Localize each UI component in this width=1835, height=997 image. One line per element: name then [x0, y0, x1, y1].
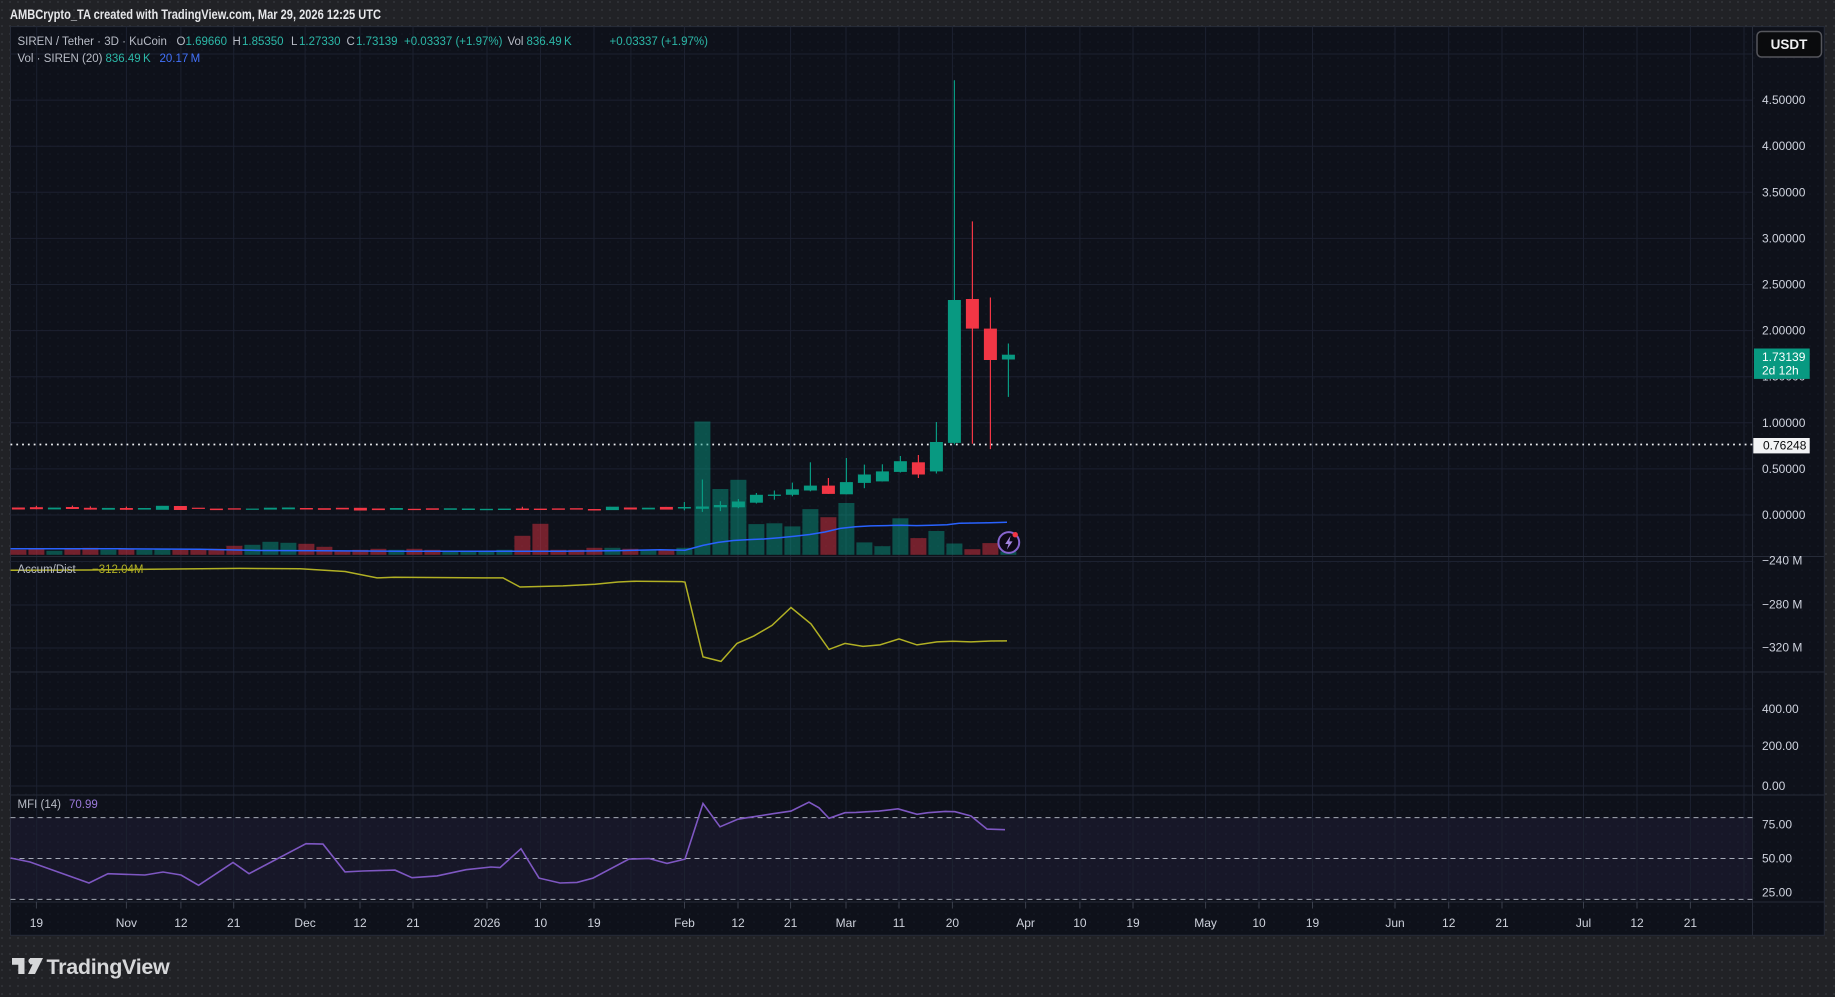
svg-text:20: 20 — [946, 916, 960, 930]
svg-text:1.00000: 1.00000 — [1762, 416, 1806, 430]
svg-text:10: 10 — [1073, 916, 1087, 930]
svg-text:3.00000: 3.00000 — [1762, 231, 1806, 245]
svg-text:Jul: Jul — [1576, 916, 1591, 930]
svg-text:12: 12 — [731, 916, 745, 930]
svg-text:19: 19 — [30, 916, 44, 930]
svg-text:11: 11 — [893, 916, 906, 930]
svg-text:50.00: 50.00 — [1762, 852, 1792, 866]
svg-text:19: 19 — [1306, 916, 1320, 930]
svg-text:200.00: 200.00 — [1762, 739, 1799, 753]
svg-text:−280 M: −280 M — [1762, 598, 1802, 612]
svg-text:0.00: 0.00 — [1762, 779, 1786, 793]
svg-text:2.00000: 2.00000 — [1762, 324, 1806, 338]
svg-text:12: 12 — [353, 916, 367, 930]
svg-text:19: 19 — [587, 916, 601, 930]
svg-text:0.00000: 0.00000 — [1762, 508, 1806, 522]
svg-text:Nov: Nov — [116, 916, 137, 930]
svg-text:12: 12 — [1630, 916, 1644, 930]
svg-text:2d 12h: 2d 12h — [1762, 364, 1799, 378]
svg-text:−240 M: −240 M — [1762, 553, 1802, 567]
svg-text:400.00: 400.00 — [1762, 702, 1799, 716]
svg-text:Jun: Jun — [1385, 916, 1404, 930]
svg-text:3.50000: 3.50000 — [1762, 185, 1806, 199]
svg-text:2.50000: 2.50000 — [1762, 278, 1806, 292]
svg-text:10: 10 — [1252, 916, 1266, 930]
svg-text:Mar: Mar — [836, 916, 857, 930]
svg-text:Apr: Apr — [1016, 916, 1035, 930]
svg-text:0.50000: 0.50000 — [1762, 462, 1806, 476]
svg-text:21: 21 — [784, 916, 798, 930]
svg-text:USDT: USDT — [1771, 37, 1809, 52]
svg-text:19: 19 — [1126, 916, 1140, 930]
svg-text:21: 21 — [227, 916, 241, 930]
svg-text:Feb: Feb — [674, 916, 695, 930]
svg-text:10: 10 — [534, 916, 548, 930]
svg-text:12: 12 — [1442, 916, 1456, 930]
svg-text:Dec: Dec — [294, 916, 315, 930]
svg-text:12: 12 — [174, 916, 188, 930]
svg-text:−320 M: −320 M — [1762, 641, 1802, 655]
svg-text:2026: 2026 — [474, 916, 501, 930]
svg-text:1.73139: 1.73139 — [1762, 350, 1806, 364]
svg-text:4.00000: 4.00000 — [1762, 139, 1806, 153]
svg-text:21: 21 — [1495, 916, 1509, 930]
svg-text:0.76248: 0.76248 — [1763, 439, 1807, 453]
svg-text:May: May — [1194, 916, 1217, 930]
svg-text:21: 21 — [406, 916, 420, 930]
svg-text:25.00: 25.00 — [1762, 886, 1792, 900]
svg-text:21: 21 — [1684, 916, 1698, 930]
svg-text:75.00: 75.00 — [1762, 817, 1792, 831]
svg-text:4.50000: 4.50000 — [1762, 93, 1806, 107]
